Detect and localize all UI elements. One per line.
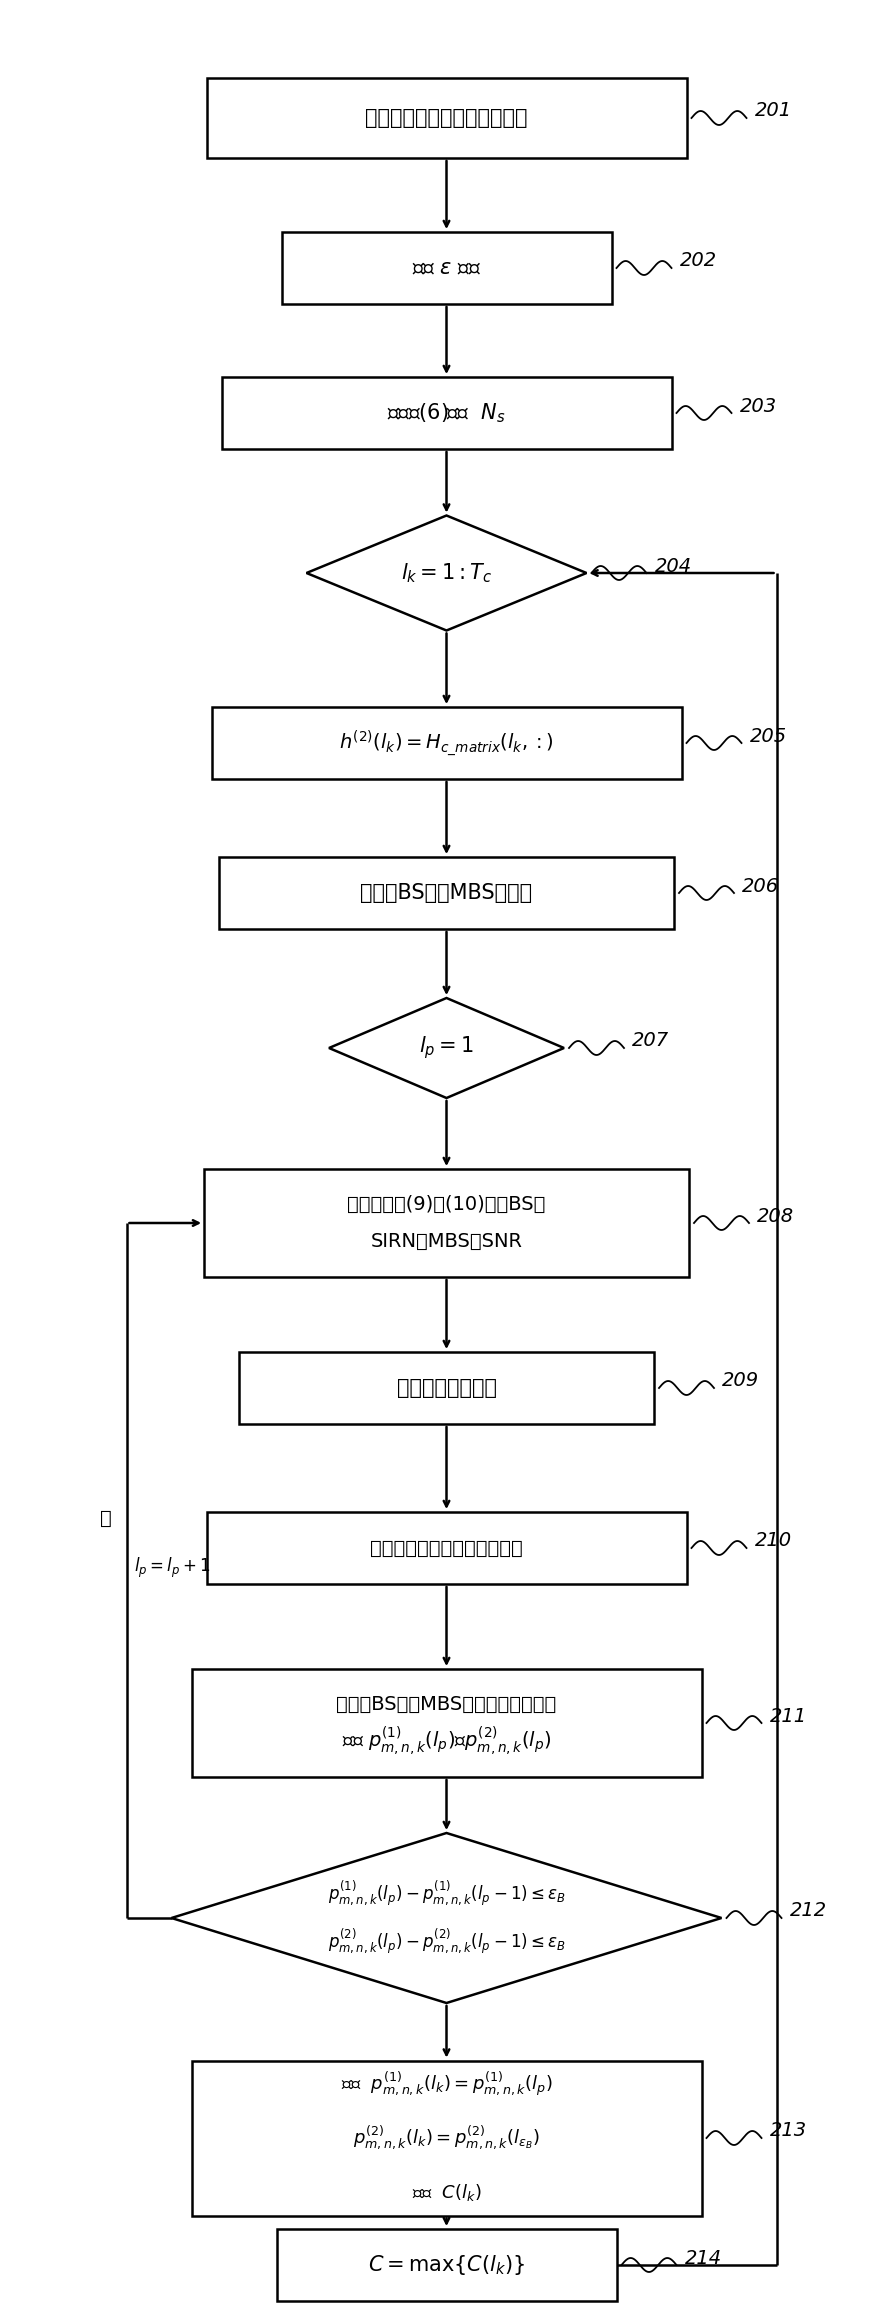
Text: 否: 否 (100, 1508, 112, 1527)
Text: 214: 214 (685, 2248, 722, 2267)
Text: 分别由公式(9)和(10)计算BS端: 分别由公式(9)和(10)计算BS端 (347, 1194, 546, 1214)
Text: 建立系统模型，计算目标函数: 建立系统模型，计算目标函数 (365, 109, 528, 127)
Text: 206: 206 (742, 877, 779, 895)
Text: 213: 213 (770, 2121, 806, 2140)
Text: 207: 207 (632, 1032, 669, 1050)
Polygon shape (306, 516, 587, 631)
Text: $l_p = 1$: $l_p = 1$ (419, 1034, 474, 1062)
Text: 209: 209 (722, 1372, 759, 1390)
Text: 对资源块内的子载波进行配对: 对资源块内的子载波进行配对 (370, 1538, 523, 1557)
Text: 输出 $p^{(1)}_{m,n,k}(l_p)$，$p^{(2)}_{m,n,k}(l_p)$: 输出 $p^{(1)}_{m,n,k}(l_p)$，$p^{(2)}_{m,n,… (342, 1725, 551, 1758)
Polygon shape (171, 1832, 722, 2003)
FancyBboxPatch shape (191, 1670, 702, 1776)
Text: SIRN和MBS端SNR: SIRN和MBS端SNR (371, 1233, 522, 1251)
Text: $l_p = l_p + 1$: $l_p = l_p + 1$ (135, 1557, 212, 1580)
Text: 201: 201 (755, 102, 791, 120)
Text: 210: 210 (755, 1531, 791, 1550)
Text: 分别对BS端与MBS端功率进行分配，: 分别对BS端与MBS端功率进行分配， (337, 1695, 556, 1714)
FancyBboxPatch shape (212, 708, 681, 779)
Text: 计算  $C(l_k)$: 计算 $C(l_k)$ (412, 2181, 481, 2202)
Text: 输出  $p^{(1)}_{m,n,k}(l_k) = p^{(1)}_{m,n,k}(l_p)$: 输出 $p^{(1)}_{m,n,k}(l_k) = p^{(1)}_{m,n,… (341, 2070, 552, 2098)
FancyBboxPatch shape (277, 2230, 616, 2301)
FancyBboxPatch shape (221, 377, 672, 449)
FancyBboxPatch shape (204, 1168, 689, 1277)
FancyBboxPatch shape (281, 231, 612, 303)
FancyBboxPatch shape (191, 2061, 702, 2216)
Text: 202: 202 (680, 252, 716, 271)
FancyBboxPatch shape (239, 1353, 654, 1425)
Text: 设置 $\varepsilon$ 的值: 设置 $\varepsilon$ 的值 (412, 259, 481, 278)
Text: $l_k = 1: T_c$: $l_k = 1: T_c$ (401, 562, 492, 585)
Text: $p^{(2)}_{m,n,k}(l_p) - p^{(2)}_{m,n,k}(l_p-1) \leq \varepsilon_B$: $p^{(2)}_{m,n,k}(l_p) - p^{(2)}_{m,n,k}(… (328, 1927, 565, 1957)
Text: $C = \max\{C(l_k)\}$: $C = \max\{C(l_k)\}$ (368, 2253, 525, 2276)
Text: 211: 211 (770, 1707, 806, 1725)
Text: 204: 204 (655, 557, 691, 576)
Text: 205: 205 (749, 726, 787, 745)
Polygon shape (329, 997, 564, 1099)
Text: 初始化BS端和MBS端功率: 初始化BS端和MBS端功率 (361, 884, 532, 902)
FancyBboxPatch shape (206, 1513, 687, 1584)
Text: 对资源块进行配对: 对资源块进行配对 (396, 1379, 497, 1397)
Text: 212: 212 (789, 1901, 827, 1920)
FancyBboxPatch shape (206, 79, 687, 157)
Text: 由公式(6)计算  $N_s$: 由公式(6)计算 $N_s$ (388, 400, 505, 426)
FancyBboxPatch shape (219, 858, 674, 930)
Text: $p^{(2)}_{m,n,k}(l_k) = p^{(2)}_{m,n,k}(l_{\varepsilon_B})$: $p^{(2)}_{m,n,k}(l_k) = p^{(2)}_{m,n,k}(… (353, 2123, 540, 2151)
Text: $h^{(2)}(l_k) = H_{c\_matrix}(l_k, :)$: $h^{(2)}(l_k) = H_{c\_matrix}(l_k, :)$ (339, 729, 554, 759)
Text: $p^{(1)}_{m,n,k}(l_p) - p^{(1)}_{m,n,k}(l_p-1) \leq \varepsilon_B$: $p^{(1)}_{m,n,k}(l_p) - p^{(1)}_{m,n,k}(… (328, 1880, 565, 1908)
Text: 203: 203 (739, 396, 777, 416)
Text: 208: 208 (757, 1207, 794, 1226)
